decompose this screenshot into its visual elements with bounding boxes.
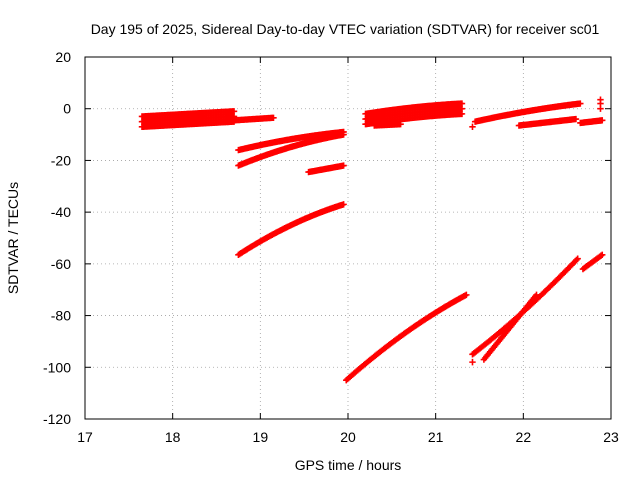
data-point (463, 291, 470, 299)
data-point (577, 100, 584, 107)
x-tick-label: 21 (428, 429, 444, 445)
y-tick-label: -100 (43, 359, 71, 375)
y-tick-label: -60 (51, 256, 71, 272)
x-axis-label: GPS time / hours (295, 457, 402, 473)
x-tick-label: 22 (516, 429, 532, 445)
y-tick-label: -120 (43, 411, 71, 427)
data-point (270, 114, 277, 121)
data-point (599, 117, 606, 124)
data-point (340, 162, 347, 169)
x-tick-label: 17 (77, 429, 93, 445)
data-point (573, 256, 580, 264)
y-tick-label: 20 (55, 49, 71, 65)
data-point (597, 96, 604, 103)
plot-frame (84, 56, 612, 420)
chart-title: Day 195 of 2025, Sidereal Day-to-day VTE… (91, 21, 600, 37)
tick-labels: 17 18 19 20 21 22 23 20 0 -20 -40 -60 -80 -100 -120 (43, 49, 619, 445)
x-tick-label: 18 (165, 429, 181, 445)
data-point (597, 252, 605, 259)
data-point (574, 255, 581, 262)
data-point (469, 123, 476, 131)
data-points (138, 96, 606, 384)
data-point (599, 251, 606, 259)
data-point (533, 291, 540, 299)
data-point (572, 115, 580, 123)
data-point (340, 131, 347, 138)
x-tick-label: 20 (340, 429, 356, 445)
y-tick-label: 0 (63, 101, 71, 117)
data-point (340, 201, 347, 208)
data-point (458, 100, 466, 107)
y-tick-label: -40 (51, 204, 71, 220)
data-point (397, 121, 404, 128)
x-tick-label: 23 (603, 429, 619, 445)
x-tick-label: 19 (253, 429, 269, 445)
y-tick-label: -80 (51, 308, 71, 324)
data-point (469, 358, 476, 366)
y-tick-label: -20 (51, 152, 71, 168)
data-point (230, 108, 238, 115)
y-axis-label: SDTVAR / TECUs (5, 182, 21, 294)
